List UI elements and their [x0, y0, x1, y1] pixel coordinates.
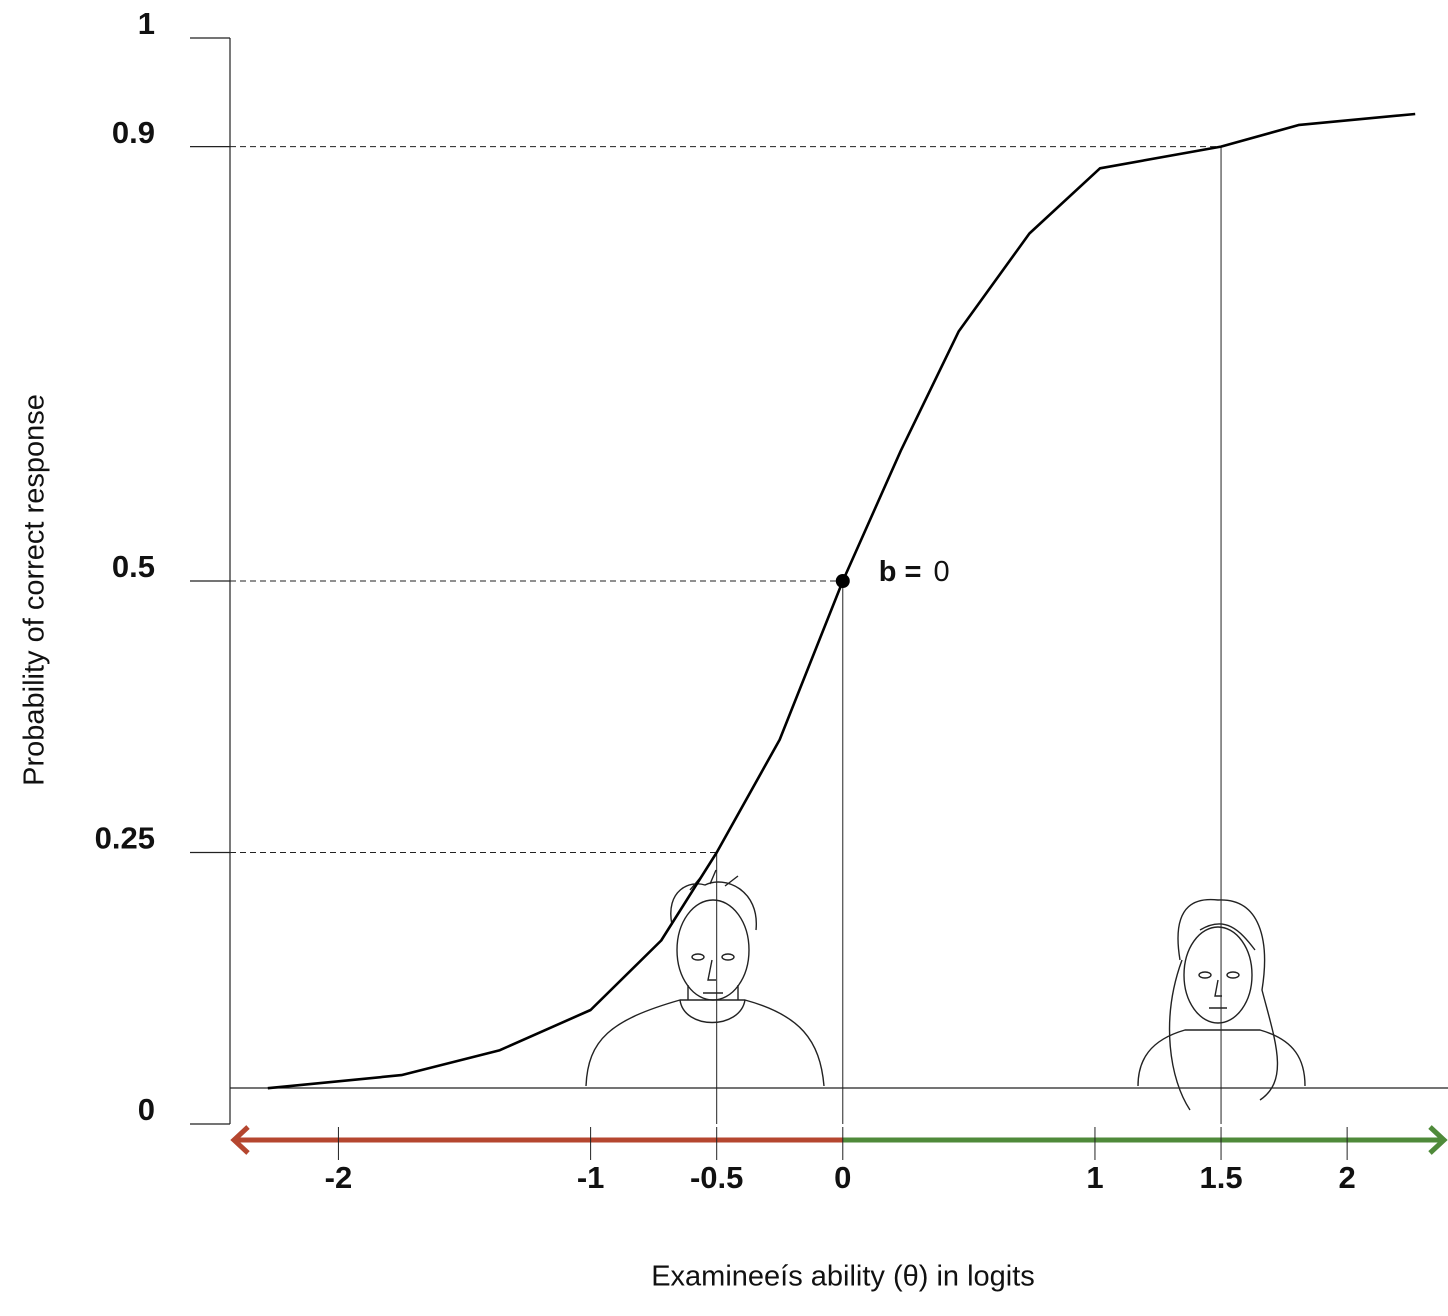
annotation: b = 0: [879, 556, 950, 588]
annotation-value: 0: [934, 556, 950, 588]
x-tick-label: 2: [1339, 1160, 1356, 1195]
arrow-right-head: [1428, 1125, 1448, 1155]
y-axis-title: Probability of correct response: [19, 394, 51, 786]
x-tick-label: -2: [325, 1160, 353, 1195]
portrait-boy: [585, 869, 825, 1087]
x-tick-label: -0.5: [690, 1160, 743, 1195]
y-tick-label: 0.25: [95, 821, 155, 856]
x-axis-title: Examineeís ability (θ) in logits: [651, 1261, 1035, 1293]
difficulty-point: [835, 574, 850, 588]
y-tick-label: 1: [138, 6, 155, 41]
portrait-girl: [1137, 898, 1306, 1111]
x-tick-label: 1: [1086, 1160, 1103, 1195]
x-tick-label: -1: [577, 1160, 605, 1195]
y-tick-label: 0: [138, 1092, 155, 1127]
arrow-left-head: [230, 1125, 250, 1155]
x-tick-label: 0: [834, 1160, 851, 1195]
annotation-label: b =: [879, 556, 922, 588]
x-tick-label: 1.5: [1199, 1160, 1242, 1195]
y-tick-label: 0.5: [112, 549, 155, 584]
y-tick-label: 0.9: [112, 115, 155, 150]
